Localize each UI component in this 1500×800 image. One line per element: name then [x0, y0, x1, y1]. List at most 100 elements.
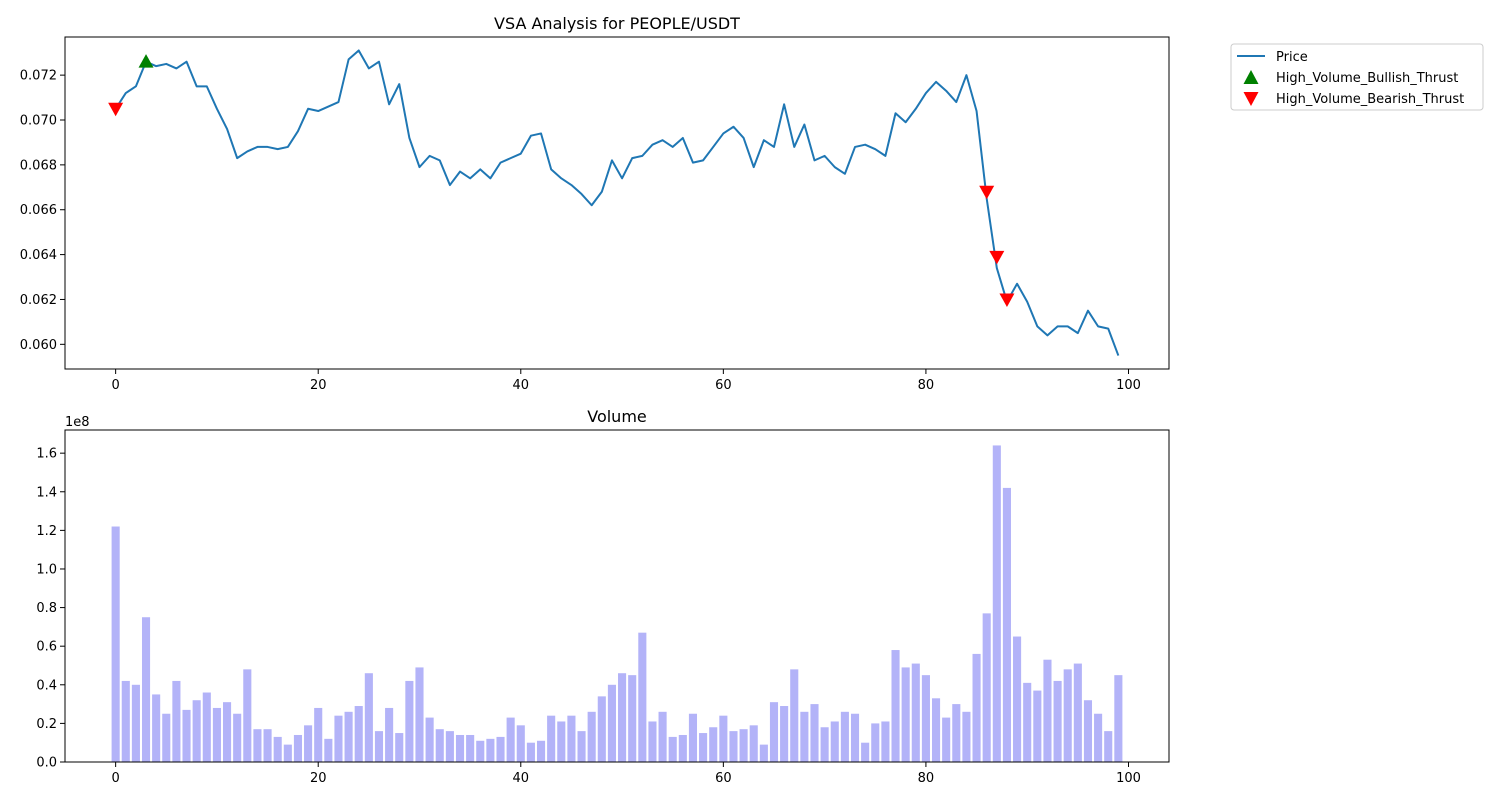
volume-bar: [911, 663, 920, 762]
volume-bar: [212, 707, 221, 762]
volume-bar: [891, 650, 900, 762]
volume-bar: [871, 723, 880, 762]
volume-bar: [719, 715, 728, 762]
volume-bar: [830, 721, 839, 762]
volume-bar: [1073, 663, 1082, 762]
volume-bar: [374, 731, 384, 762]
volume-bar: [131, 684, 140, 762]
volume-bar: [1033, 690, 1042, 762]
volume-bar: [881, 721, 890, 762]
volume-bar: [152, 694, 161, 762]
volume-bar: [769, 702, 779, 762]
volume-bar: [192, 700, 201, 762]
volume-bar: [648, 721, 657, 762]
volume-bar: [1013, 636, 1022, 762]
bullish-thrust-marker: [138, 54, 154, 68]
volume-bar: [435, 729, 444, 762]
volume-bar: [1114, 675, 1123, 762]
volume-bar: [344, 711, 353, 762]
volume-bar: [861, 742, 870, 762]
volume-bar: [840, 711, 849, 762]
volume-bar: [243, 669, 252, 762]
volume-bar: [901, 667, 910, 762]
bearish-thrust-marker: [979, 185, 995, 200]
volume-bar: [273, 736, 282, 762]
price-y-tick-label: 0.064: [20, 248, 57, 263]
volume-bar: [526, 742, 535, 762]
volume-bar: [405, 680, 414, 762]
volume-bar: [324, 738, 333, 762]
volume-bar: [141, 617, 151, 762]
volume-x-tick-label: 60: [715, 771, 732, 786]
volume-bar: [385, 707, 394, 762]
volume-bar: [354, 706, 363, 762]
volume-bar: [455, 734, 465, 762]
legend-bearish-marker: [1243, 92, 1259, 106]
volume-bar: [1083, 700, 1093, 762]
volume-bar: [364, 673, 373, 762]
volume-bar: [597, 696, 606, 762]
volume-bar: [658, 711, 667, 762]
price-axes: 0 20 40 60 80 100 0.060 0.062 0.064 0.066 0.068 0.0…: [20, 69, 1141, 393]
volume-bar: [516, 725, 525, 762]
volume-bar: [172, 680, 181, 762]
price-y-tick-label: 0.062: [20, 293, 57, 308]
volume-x-tick-label: 80: [918, 771, 935, 786]
price-x-tick-label: 80: [918, 378, 935, 393]
volume-bar: [709, 727, 718, 762]
volume-bar: [1094, 713, 1103, 762]
price-x-tick-label: 0: [112, 378, 120, 393]
volume-bar: [1043, 659, 1052, 762]
volume-x-tick-label: 100: [1116, 771, 1141, 786]
price-x-tick-label: 100: [1116, 378, 1141, 393]
volume-bar: [729, 731, 738, 762]
volume-bar: [263, 729, 272, 762]
volume-bar: [111, 526, 120, 762]
volume-bar: [293, 734, 302, 762]
volume-bar: [921, 675, 930, 762]
volume-x-tick-label: 0: [112, 771, 120, 786]
volume-bar: [587, 711, 596, 762]
volume-bar: [1002, 487, 1011, 762]
volume-offset-label: 1e8: [65, 415, 90, 430]
volume-bar: [780, 706, 789, 762]
volume-bar: [1104, 731, 1113, 762]
volume-bar: [810, 704, 819, 762]
volume-panel: Volume 1e8 0 20 40 60 80 100 0.0 0.2 0.4 0.6 0.8 1.…: [36, 407, 1170, 786]
legend-bullish-marker: [1243, 70, 1259, 84]
volume-bar: [283, 744, 292, 762]
volume-bar: [496, 736, 505, 762]
price-series-line: [114, 49, 1120, 356]
volume-bar: [577, 731, 586, 762]
volume-chart-title: Volume: [587, 407, 647, 426]
volume-bar: [202, 692, 211, 762]
price-x-tick-label: 20: [310, 378, 327, 393]
volume-bar: [162, 713, 171, 762]
legend-bearish-label: High_Volume_Bearish_Thrust: [1276, 92, 1464, 107]
volume-bar: [678, 734, 687, 762]
volume-bar: [820, 727, 829, 762]
legend-box: [1230, 43, 1484, 111]
volume-bar: [952, 704, 961, 762]
volume-bar: [547, 715, 556, 762]
volume-bar: [395, 733, 404, 762]
price-chart-title: VSA Analysis for PEOPLE/USDT: [494, 14, 740, 33]
volume-axes: 0 20 40 60 80 100 0.0 0.2 0.4 0.6 0.8 1.0 1.2 1.4 1.6: [36, 447, 1141, 786]
volume-bar: [182, 709, 191, 762]
volume-bar: [121, 680, 130, 762]
volume-bar: [536, 740, 546, 762]
volume-bar: [607, 684, 616, 762]
volume-bar: [1023, 682, 1032, 762]
volume-bar: [425, 717, 434, 762]
volume-bar: [506, 717, 515, 762]
volume-bar: [618, 673, 627, 762]
volume-x-tick-label: 20: [310, 771, 327, 786]
volume-bar: [739, 729, 748, 762]
volume-bar: [445, 731, 454, 762]
volume-bar: [800, 711, 809, 762]
volume-bar: [992, 445, 1001, 762]
volume-y-tick-label: 0.8: [36, 601, 57, 616]
volume-y-tick-label: 0.2: [36, 717, 57, 732]
price-marks: [108, 49, 1120, 356]
